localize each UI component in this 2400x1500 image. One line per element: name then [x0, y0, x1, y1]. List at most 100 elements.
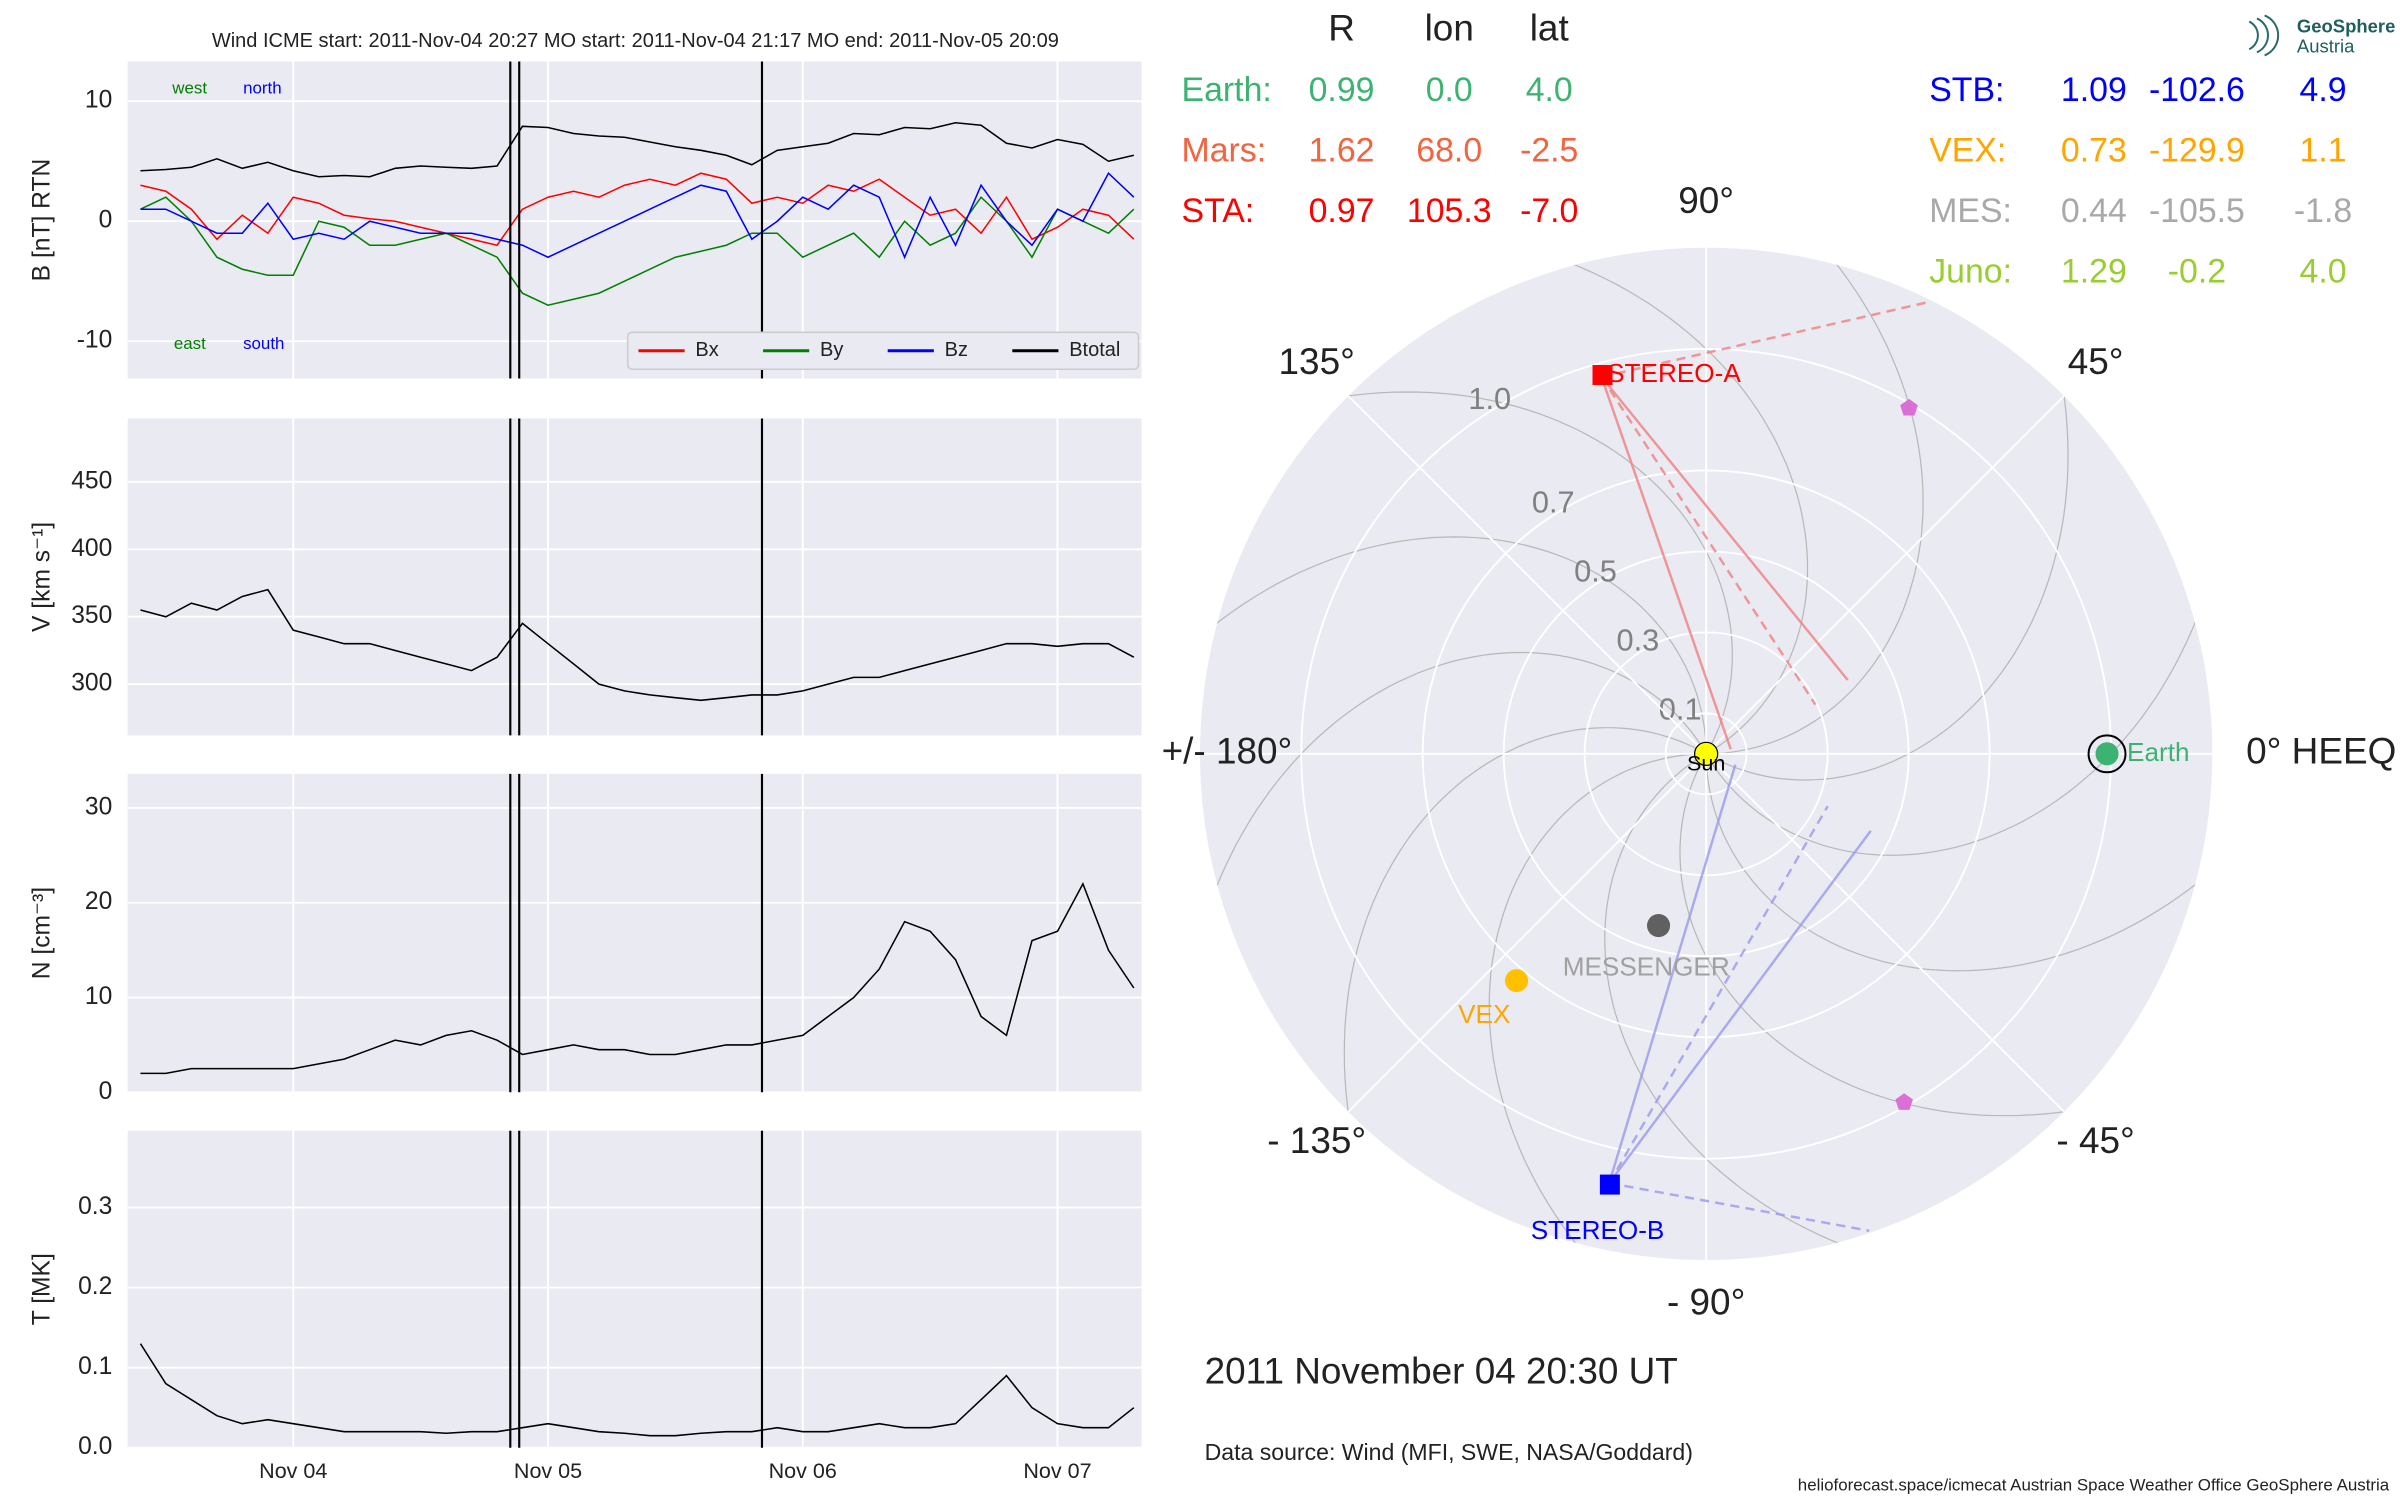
- table-cell: -1.8: [2294, 192, 2352, 230]
- y-tick-label: 0.0: [78, 1433, 112, 1460]
- footer: helioforecast.space/icmecat Austrian Spa…: [1798, 1476, 2390, 1495]
- fov-line: [1608, 830, 1872, 1184]
- marker: [1592, 364, 1613, 385]
- table-cell: 4.0: [2300, 253, 2347, 291]
- table-row-name: VEX:: [1929, 132, 2006, 170]
- fov-line: [1609, 1181, 1870, 1232]
- table-row-name: Earth:: [1182, 71, 1272, 109]
- r-tick-label: 1.0: [1468, 381, 1511, 416]
- y-tick-label: 0.2: [78, 1273, 112, 1300]
- y-tick-label: 0.1: [78, 1353, 112, 1380]
- grid-spoke: [1705, 753, 2065, 1113]
- r-tick-label: 0.7: [1532, 484, 1575, 519]
- y-axis-label: N [cm⁻³]: [29, 887, 56, 979]
- table-cell: -105.5: [2149, 192, 2245, 230]
- table-header: lat: [1530, 8, 1569, 49]
- fov-line: [1600, 376, 1817, 706]
- marker: [1599, 1174, 1620, 1195]
- date: 2011 November 04 20:30 UT: [1205, 1351, 1678, 1392]
- marker-ring: [2087, 734, 2127, 774]
- plot-background: [127, 773, 1142, 1093]
- y-axis-label: V [km s⁻¹]: [29, 522, 56, 632]
- spiral-line: [1604, 753, 2087, 1260]
- legend-label: Bz: [945, 339, 968, 361]
- table-cell: 0.97: [1309, 192, 1375, 230]
- table-row-name: STA:: [1182, 192, 1255, 230]
- x-tick-label: Nov 04: [259, 1459, 327, 1483]
- logo: [2248, 14, 2280, 57]
- annotation: south: [243, 334, 284, 353]
- data-line: [140, 588, 1135, 702]
- y-tick-label: -10: [77, 327, 113, 354]
- spiral-line: [1705, 685, 2213, 972]
- y-tick-label: 0: [99, 207, 113, 234]
- table-row-name: Juno:: [1929, 253, 2012, 291]
- annotation: west: [171, 79, 207, 98]
- theta-tick-label: 90°: [1678, 180, 1734, 221]
- y-tick-label: 20: [85, 888, 112, 915]
- plot-background: [127, 418, 1142, 736]
- data-line: [140, 882, 1135, 1075]
- plot-background: [127, 61, 1142, 379]
- x-tick-label: Nov 07: [1023, 1459, 1091, 1483]
- grid-spoke: [1347, 753, 1707, 1113]
- fov-line: [1608, 764, 1737, 1184]
- data-line: [139, 1343, 1135, 1437]
- logo-sub: Austria: [2297, 36, 2355, 57]
- fov-line: [1600, 376, 1732, 750]
- legend-label: Bx: [695, 339, 718, 361]
- y-tick-label: 10: [85, 87, 112, 114]
- object-label: STEREO-B: [1531, 1215, 1665, 1245]
- object-label: Earth: [2127, 737, 2189, 767]
- table-cell: -129.9: [2149, 132, 2245, 170]
- table-cell: 105.3: [1407, 192, 1492, 230]
- theta-tick-label: 45°: [2068, 341, 2124, 382]
- table-row-name: Mars:: [1182, 132, 1267, 170]
- legend-label: Btotal: [1069, 339, 1120, 361]
- table-cell: 68.0: [1416, 132, 1482, 170]
- marker: [1694, 741, 1719, 767]
- y-tick-label: 0.3: [78, 1193, 112, 1220]
- theta-tick-label: 0° HEEQ: [2246, 731, 2396, 772]
- object-label: MESSENGER: [1563, 952, 1730, 982]
- object-label: Sun: [1687, 751, 1725, 775]
- y-tick-label: 300: [71, 670, 112, 697]
- x-tick-label: Nov 05: [514, 1459, 582, 1483]
- marker: [1647, 913, 1671, 938]
- legend-label: By: [820, 339, 843, 361]
- table-cell: 0.0: [1426, 71, 1473, 109]
- table-header: R: [1328, 8, 1355, 49]
- r-tick-label: 0.3: [1616, 623, 1659, 658]
- theta-tick-label: - 90°: [1667, 1281, 1745, 1322]
- table-cell: -102.6: [2149, 71, 2245, 109]
- spiral-line: [1705, 373, 2213, 856]
- table-cell: 0.99: [1309, 71, 1375, 109]
- table-cell: 0.73: [2061, 132, 2127, 170]
- table-cell: 1.29: [2061, 253, 2127, 291]
- theta-tick-label: - 135°: [1267, 1120, 1366, 1161]
- table-header: lon: [1425, 8, 1474, 49]
- table-cell: -7.0: [1520, 192, 1578, 230]
- grid-spoke: [1347, 395, 1707, 755]
- marker: [1900, 398, 1918, 416]
- table-cell: 4.0: [1526, 71, 1573, 109]
- table-cell: 0.44: [2061, 192, 2127, 230]
- fov-line: [1608, 805, 1829, 1184]
- logo-icon: [2248, 20, 2259, 51]
- x-tick-label: Nov 06: [769, 1459, 837, 1483]
- table-row-name: STB:: [1929, 71, 2004, 109]
- table-row-name: MES:: [1929, 192, 2012, 230]
- table-cell: 4.9: [2300, 71, 2347, 109]
- plot-background: [127, 1130, 1142, 1448]
- spiral-line: [1200, 651, 1707, 1135]
- y-tick-label: 10: [85, 983, 112, 1010]
- spiral-line: [1638, 247, 1924, 755]
- table-cell: -2.5: [1520, 132, 1578, 170]
- object-label: VEX: [1458, 999, 1510, 1029]
- y-tick-label: 450: [71, 467, 112, 494]
- y-axis-label: T [MK]: [29, 1253, 56, 1325]
- annotation: east: [174, 334, 206, 353]
- annotation: north: [243, 79, 282, 98]
- y-tick-label: 350: [71, 602, 112, 629]
